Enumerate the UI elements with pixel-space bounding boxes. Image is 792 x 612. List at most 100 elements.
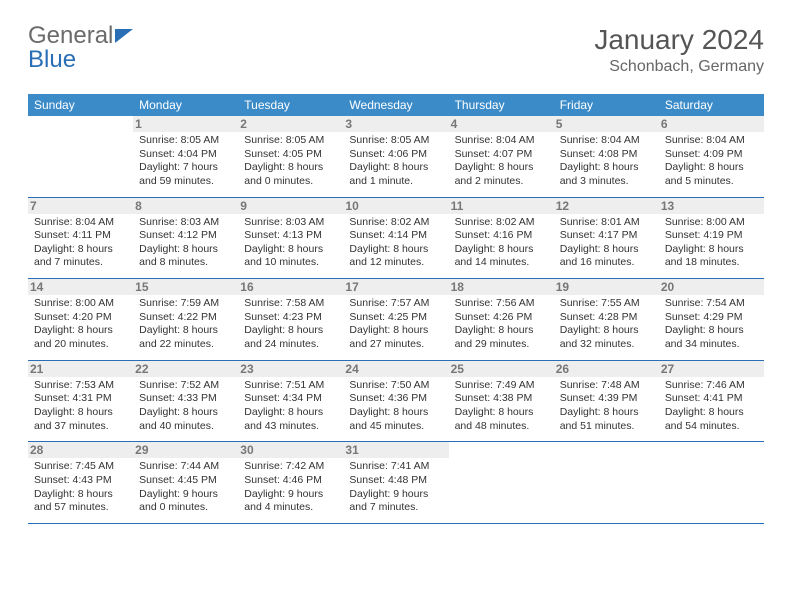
- day-cell: 26Sunrise: 7:48 AMSunset: 4:39 PMDayligh…: [554, 361, 659, 442]
- day-number: 7: [28, 198, 133, 214]
- sunrise-text: Sunrise: 7:59 AM: [139, 297, 232, 311]
- day-number: 17: [343, 279, 448, 295]
- day-cell: 5Sunrise: 8:04 AMSunset: 4:08 PMDaylight…: [554, 116, 659, 197]
- day-info: Sunrise: 8:02 AMSunset: 4:16 PMDaylight:…: [455, 216, 548, 271]
- day-info: Sunrise: 8:00 AMSunset: 4:20 PMDaylight:…: [34, 297, 127, 352]
- sunrise-text: Sunrise: 7:57 AM: [349, 297, 442, 311]
- daylight-text: Daylight: 8 hours and 14 minutes.: [455, 243, 548, 270]
- sunrise-text: Sunrise: 8:05 AM: [139, 134, 232, 148]
- daylight-text: Daylight: 9 hours and 7 minutes.: [349, 488, 442, 515]
- day-number: 13: [659, 198, 764, 214]
- sunset-text: Sunset: 4:16 PM: [455, 229, 548, 243]
- day-info: Sunrise: 7:48 AMSunset: 4:39 PMDaylight:…: [560, 379, 653, 434]
- day-info: Sunrise: 7:41 AMSunset: 4:48 PMDaylight:…: [349, 460, 442, 515]
- logo: GeneralBlue: [28, 24, 133, 72]
- daylight-text: Daylight: 8 hours and 57 minutes.: [34, 488, 127, 515]
- sunset-text: Sunset: 4:25 PM: [349, 311, 442, 325]
- day-info: Sunrise: 7:46 AMSunset: 4:41 PMDaylight:…: [665, 379, 758, 434]
- daylight-text: Daylight: 9 hours and 4 minutes.: [244, 488, 337, 515]
- daylight-text: Daylight: 8 hours and 0 minutes.: [244, 161, 337, 188]
- sunrise-text: Sunrise: 8:04 AM: [455, 134, 548, 148]
- daylight-text: Daylight: 7 hours and 59 minutes.: [139, 161, 232, 188]
- sunrise-text: Sunrise: 8:04 AM: [34, 216, 127, 230]
- calendar: Sunday Monday Tuesday Wednesday Thursday…: [28, 94, 764, 524]
- day-cell: 6Sunrise: 8:04 AMSunset: 4:09 PMDaylight…: [659, 116, 764, 197]
- day-number: 4: [449, 116, 554, 132]
- sunrise-text: Sunrise: 7:42 AM: [244, 460, 337, 474]
- day-cell: 3 Sunrise: 8:05 AMSunset: 4:06 PMDaylight…: [343, 116, 448, 197]
- sunset-text: Sunset: 4:46 PM: [244, 474, 337, 488]
- day-cell: 28Sunrise: 7:45 AMSunset: 4:43 PMDayligh…: [28, 442, 133, 523]
- daylight-text: Daylight: 8 hours and 32 minutes.: [560, 324, 653, 351]
- day-number: 11: [449, 198, 554, 214]
- daylight-text: Daylight: 8 hours and 51 minutes.: [560, 406, 653, 433]
- sunset-text: Sunset: 4:06 PM: [349, 148, 442, 162]
- day-info: Sunrise: 7:49 AMSunset: 4:38 PMDaylight:…: [455, 379, 548, 434]
- daylight-text: Daylight: 8 hours and 2 minutes.: [455, 161, 548, 188]
- sunset-text: Sunset: 4:43 PM: [34, 474, 127, 488]
- sunset-text: Sunset: 4:12 PM: [139, 229, 232, 243]
- day-cell: 19Sunrise: 7:55 AMSunset: 4:28 PMDayligh…: [554, 279, 659, 360]
- day-info: Sunrise: 8:04 AMSunset: 4:08 PMDaylight:…: [560, 134, 653, 189]
- daylight-text: Daylight: 8 hours and 29 minutes.: [455, 324, 548, 351]
- day-cell: 17 Sunrise: 7:57 AMSunset: 4:25 PMDayligh…: [343, 279, 448, 360]
- day-cell: 4 Sunrise: 8:04 AMSunset: 4:07 PMDaylight…: [449, 116, 554, 197]
- day-info: Sunrise: 8:05 AMSunset: 4:06 PMDaylight:…: [349, 134, 442, 189]
- daylight-text: Daylight: 8 hours and 22 minutes.: [139, 324, 232, 351]
- sunset-text: Sunset: 4:11 PM: [34, 229, 127, 243]
- sunset-text: Sunset: 4:34 PM: [244, 392, 337, 406]
- daylight-text: Daylight: 8 hours and 27 minutes.: [349, 324, 442, 351]
- day-cell: 7 Sunrise: 8:04 AMSunset: 4:11 PMDaylight…: [28, 198, 133, 279]
- sunrise-text: Sunrise: 7:45 AM: [34, 460, 127, 474]
- sunrise-text: Sunrise: 8:00 AM: [665, 216, 758, 230]
- day-info: Sunrise: 7:54 AMSunset: 4:29 PMDaylight:…: [665, 297, 758, 352]
- day-cell: 21Sunrise: 7:53 AMSunset: 4:31 PMDayligh…: [28, 361, 133, 442]
- sunrise-text: Sunrise: 7:56 AM: [455, 297, 548, 311]
- day-info: Sunrise: 7:56 AMSunset: 4:26 PMDaylight:…: [455, 297, 548, 352]
- sunset-text: Sunset: 4:13 PM: [244, 229, 337, 243]
- sunset-text: Sunset: 4:33 PM: [139, 392, 232, 406]
- day-number: 22: [133, 361, 238, 377]
- day-number: 19: [554, 279, 659, 295]
- sunset-text: Sunset: 4:26 PM: [455, 311, 548, 325]
- sunrise-text: Sunrise: 8:02 AM: [455, 216, 548, 230]
- sunset-text: Sunset: 4:05 PM: [244, 148, 337, 162]
- day-info: Sunrise: 7:57 AMSunset: 4:25 PMDaylight:…: [349, 297, 442, 352]
- day-info: Sunrise: 7:44 AMSunset: 4:45 PMDaylight:…: [139, 460, 232, 515]
- day-cell: 13Sunrise: 8:00 AMSunset: 4:19 PMDayligh…: [659, 198, 764, 279]
- day-number: 16: [238, 279, 343, 295]
- sunset-text: Sunset: 4:22 PM: [139, 311, 232, 325]
- day-cell: 10Sunrise: 8:02 AMSunset: 4:14 PMDayligh…: [343, 198, 448, 279]
- day-number: 9: [238, 198, 343, 214]
- sunset-text: Sunset: 4:38 PM: [455, 392, 548, 406]
- logo-text-part1: General: [28, 22, 113, 49]
- day-info: Sunrise: 8:02 AMSunset: 4:14 PMDaylight:…: [349, 216, 442, 271]
- sunset-text: Sunset: 4:17 PM: [560, 229, 653, 243]
- daylight-text: Daylight: 8 hours and 43 minutes.: [244, 406, 337, 433]
- day-number: 25: [449, 361, 554, 377]
- day-cell: [554, 442, 659, 523]
- daylight-text: Daylight: 8 hours and 45 minutes.: [349, 406, 442, 433]
- sunrise-text: Sunrise: 7:51 AM: [244, 379, 337, 393]
- daylight-text: Daylight: 8 hours and 20 minutes.: [34, 324, 127, 351]
- sunrise-text: Sunrise: 8:00 AM: [34, 297, 127, 311]
- sunset-text: Sunset: 4:36 PM: [349, 392, 442, 406]
- day-cell: 9Sunrise: 8:03 AMSunset: 4:13 PMDaylight…: [238, 198, 343, 279]
- day-info: Sunrise: 8:04 AMSunset: 4:07 PMDaylight:…: [455, 134, 548, 189]
- day-number: 12: [554, 198, 659, 214]
- day-number: 1: [133, 116, 238, 132]
- day-cell: 18Sunrise: 7:56 AMSunset: 4:26 PMDayligh…: [449, 279, 554, 360]
- day-cell: 2Sunrise: 8:05 AMSunset: 4:05 PMDaylight…: [238, 116, 343, 197]
- day-number: 31: [343, 442, 448, 458]
- sunset-text: Sunset: 4:45 PM: [139, 474, 232, 488]
- sunrise-text: Sunrise: 7:55 AM: [560, 297, 653, 311]
- day-cell: 30Sunrise: 7:42 AMSunset: 4:46 PMDayligh…: [238, 442, 343, 523]
- sunrise-text: Sunrise: 7:54 AM: [665, 297, 758, 311]
- dow-friday: Friday: [554, 94, 659, 116]
- daylight-text: Daylight: 8 hours and 3 minutes.: [560, 161, 653, 188]
- day-cell: [449, 442, 554, 523]
- sunset-text: Sunset: 4:23 PM: [244, 311, 337, 325]
- daylight-text: Daylight: 8 hours and 40 minutes.: [139, 406, 232, 433]
- day-number: 3: [343, 116, 448, 132]
- day-info: Sunrise: 8:04 AMSunset: 4:11 PMDaylight:…: [34, 216, 127, 271]
